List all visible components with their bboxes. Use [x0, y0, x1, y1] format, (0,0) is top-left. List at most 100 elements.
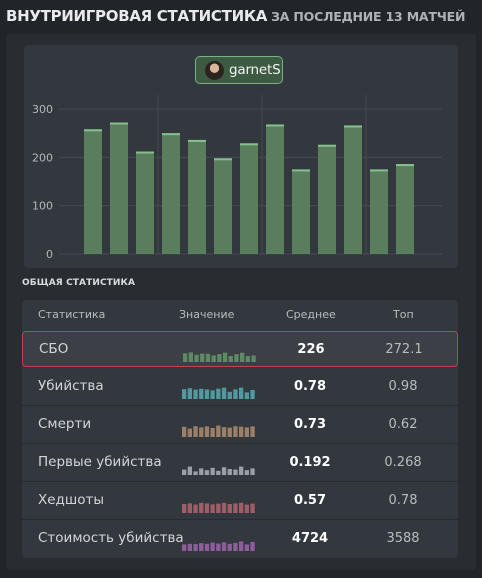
stat-row[interactable]: Убийства 0.78 0.98	[22, 369, 458, 406]
sparkline-bar	[216, 470, 221, 475]
chart-bar[interactable]	[240, 143, 258, 254]
sparkline-bar	[210, 467, 215, 475]
sparkline-bar	[245, 356, 250, 362]
sparkline-bar	[188, 352, 193, 362]
sparkline-bar	[227, 543, 232, 551]
sparkline-bar	[216, 388, 221, 399]
sparkline-bar	[204, 470, 210, 475]
stat-row[interactable]: СБО 226 272.1	[22, 331, 458, 367]
sparkline-bar	[211, 355, 216, 362]
sparkline-bar	[227, 391, 232, 399]
column-header-average: Среднее	[286, 308, 336, 321]
sparkline-bar	[227, 427, 232, 437]
column-header-stat: Статистика	[38, 308, 106, 321]
sparkline-bar	[244, 544, 249, 551]
stat-name: Хедшоты	[38, 492, 105, 508]
chart-bar[interactable]	[162, 133, 180, 254]
stat-row[interactable]: Хедшоты 0.57 0.78	[22, 483, 458, 520]
stat-average: 4724	[291, 531, 329, 546]
sparkline-bar	[187, 543, 192, 551]
sparkline-bar	[250, 426, 255, 437]
sparkline-bar	[221, 467, 227, 475]
player-name: garnetS	[229, 62, 281, 78]
sparkline-bar	[221, 387, 227, 399]
column-header-value: Значение	[179, 308, 235, 321]
value-sparkline	[182, 425, 255, 437]
sparkline-bar	[187, 466, 192, 475]
chart-bar[interactable]	[266, 124, 284, 254]
sparkline-bar	[239, 387, 244, 399]
stat-row[interactable]: Смерти 0.73 0.62	[22, 407, 458, 444]
sparkline-bar	[233, 542, 238, 551]
sparkline-bar	[193, 426, 198, 437]
chart-bar[interactable]	[136, 151, 154, 254]
chart-bar[interactable]	[292, 169, 310, 254]
stat-top: 0.62	[388, 417, 418, 432]
chart-bar[interactable]	[344, 125, 362, 254]
sparkline-bar	[227, 469, 232, 475]
stat-name: Убийства	[38, 378, 104, 394]
chart-bar[interactable]	[214, 158, 232, 254]
performance-bar-chart: 0 100 200 300	[32, 95, 442, 261]
value-sparkline	[182, 466, 255, 475]
chart-bar[interactable]	[188, 139, 206, 254]
value-sparkline	[183, 352, 256, 362]
stat-average: 0.192	[289, 455, 331, 470]
stat-average: 226	[297, 342, 325, 357]
y-tick-label: 0	[46, 248, 53, 261]
column-header-top: Топ	[393, 308, 414, 321]
sparkline-bar	[183, 353, 188, 362]
sparkline-bar	[233, 469, 238, 475]
player-avatar	[205, 60, 224, 80]
value-sparkline	[182, 387, 255, 399]
sparkline-bar	[239, 502, 244, 513]
sparkline-bar	[221, 427, 227, 437]
sparkline-bar	[244, 392, 249, 399]
chart-bar-cap	[396, 164, 414, 167]
sparkline-bar	[240, 352, 245, 362]
stat-top: 0.268	[384, 455, 422, 470]
sparkline-bar	[182, 389, 187, 399]
stat-name: Смерти	[38, 416, 92, 432]
sparkline-bar	[233, 426, 238, 437]
sparkline-bar	[250, 503, 255, 513]
chart-bar-cap	[370, 169, 388, 172]
chart-bar-cap	[188, 139, 206, 142]
chart-bar[interactable]	[396, 164, 414, 254]
sparkline-bar	[210, 542, 215, 551]
sparkline-bar	[251, 355, 256, 362]
stat-row[interactable]: Стоимость убийства 4724 3588	[22, 521, 458, 557]
sparkline-bar	[227, 504, 232, 513]
page-title: ВНУТРИИГРОВАЯ СТАТИСТИКА	[6, 7, 268, 25]
chart-bar-cap	[136, 151, 154, 154]
value-sparkline	[182, 541, 255, 551]
sparkline-bar	[199, 543, 204, 551]
y-tick-label: 300	[32, 103, 53, 116]
sparkline-bar	[233, 503, 238, 513]
sparkline-bar	[217, 354, 222, 362]
stat-name: Стоимость убийства	[38, 530, 184, 546]
sparkline-bar	[193, 389, 198, 399]
sparkline-bar	[239, 541, 244, 551]
sparkline-bar	[182, 504, 187, 513]
player-selector[interactable]: garnetS	[195, 56, 283, 84]
sparkline-bar	[250, 542, 255, 551]
chart-bar[interactable]	[318, 144, 336, 254]
sparkline-bar	[239, 466, 244, 475]
chart-bar-cap	[266, 124, 284, 127]
sparkline-bar	[187, 428, 192, 437]
chart-bar[interactable]	[84, 129, 102, 254]
chart-bar[interactable]	[110, 122, 128, 255]
sparkline-bar	[216, 543, 221, 551]
y-tick-label: 100	[32, 200, 53, 213]
y-tick-label: 200	[32, 151, 53, 164]
chart-bar[interactable]	[370, 169, 388, 254]
sparkline-bar	[210, 428, 215, 437]
sparkline-bar	[244, 504, 249, 513]
stat-row[interactable]: Первые убийства 0.192 0.268	[22, 445, 458, 482]
sparkline-bar	[250, 468, 255, 475]
chart-bar-cap	[344, 125, 362, 128]
sparkline-bar	[193, 504, 198, 513]
stat-name: Первые убийства	[38, 454, 162, 470]
chart-bar-cap	[318, 144, 336, 147]
